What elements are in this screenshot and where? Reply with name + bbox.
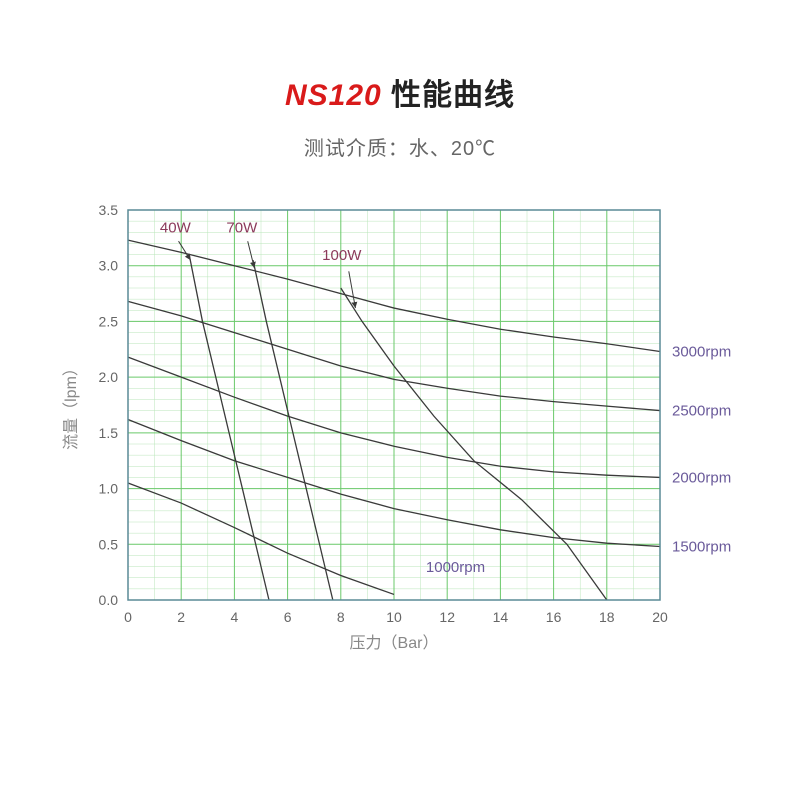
svg-text:10: 10 — [386, 609, 402, 625]
svg-text:8: 8 — [337, 609, 345, 625]
performance-chart: 0 2 4 6 8 10 12 14 16 18 20 0.0 0.5 1.0 1.5 2.0 2.5 3.0 3.… — [50, 200, 750, 670]
svg-text:3.0: 3.0 — [99, 258, 119, 274]
svg-text:1500rpm: 1500rpm — [672, 539, 731, 556]
page-title: NS120 性能曲线 — [0, 70, 800, 114]
svg-text:2.5: 2.5 — [99, 313, 119, 329]
svg-text:2: 2 — [177, 609, 185, 625]
svg-text:14: 14 — [493, 609, 509, 625]
svg-text:3.5: 3.5 — [99, 202, 119, 218]
svg-text:70W: 70W — [226, 219, 258, 236]
svg-text:2.0: 2.0 — [99, 369, 119, 385]
svg-text:1.0: 1.0 — [99, 481, 119, 497]
svg-text:流量（lpm）: 流量（lpm） — [62, 360, 80, 450]
title-block: NS120 性能曲线 测试介质：水、20℃ — [0, 0, 800, 161]
svg-text:4: 4 — [231, 609, 239, 625]
svg-text:1000rpm: 1000rpm — [426, 559, 485, 576]
svg-text:2000rpm: 2000rpm — [672, 469, 731, 486]
title-suffix: 性能曲线 — [391, 79, 515, 112]
svg-text:3000rpm: 3000rpm — [672, 344, 731, 361]
svg-text:100W: 100W — [322, 247, 362, 264]
svg-text:1.5: 1.5 — [99, 425, 119, 441]
subtitle: 测试介质：水、20℃ — [0, 132, 800, 161]
svg-text:16: 16 — [546, 609, 562, 625]
svg-text:0.5: 0.5 — [99, 536, 119, 552]
svg-text:压力（Bar）: 压力（Bar） — [350, 634, 439, 652]
svg-text:12: 12 — [439, 609, 455, 625]
svg-text:20: 20 — [652, 609, 668, 625]
svg-text:2500rpm: 2500rpm — [672, 403, 731, 420]
svg-text:0.0: 0.0 — [99, 592, 119, 608]
svg-text:18: 18 — [599, 609, 615, 625]
chart-svg: 0 2 4 6 8 10 12 14 16 18 20 0.0 0.5 1.0 1.5 2.0 2.5 3.0 3.… — [50, 200, 750, 670]
title-model: NS120 — [285, 79, 382, 112]
svg-text:40W: 40W — [160, 219, 192, 236]
svg-text:0: 0 — [124, 609, 132, 625]
svg-text:6: 6 — [284, 609, 292, 625]
